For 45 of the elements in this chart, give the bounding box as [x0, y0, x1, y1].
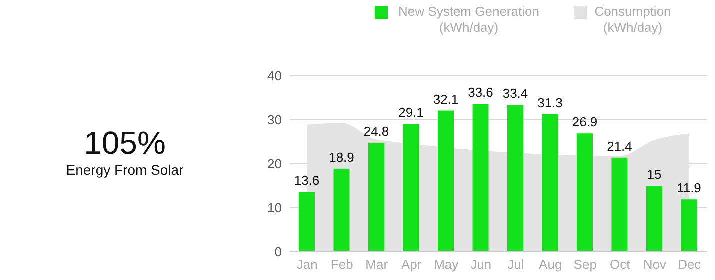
bar — [612, 158, 628, 252]
bar — [368, 142, 384, 252]
y-tick-label: 0 — [274, 244, 282, 260]
y-tick-label: 30 — [268, 112, 282, 128]
bar — [403, 124, 420, 252]
data-label: 11.9 — [677, 180, 702, 196]
bar — [334, 168, 350, 252]
x-tick-label: Feb — [330, 257, 354, 272]
data-label: 24.8 — [364, 124, 390, 139]
text: 105% — [83, 125, 167, 161]
data-label: 31.3 — [538, 95, 563, 110]
data-label: 33.6 — [468, 85, 494, 100]
data-label: 33.4 — [502, 86, 528, 102]
bar — [472, 104, 489, 252]
text: Energy From Solar — [65, 161, 185, 179]
bar — [299, 192, 315, 252]
data-label: 18.9 — [329, 150, 354, 165]
data-label: 32.1 — [433, 92, 459, 107]
legend-label: New System Generation (kWh/day) — [398, 4, 540, 36]
x-tick-label: Jan — [296, 257, 318, 272]
bar — [438, 110, 454, 252]
data-label: 15 — [647, 167, 662, 182]
bar — [508, 105, 524, 252]
x-tick-label: Dec — [678, 257, 702, 272]
legend-label: Consumption (kWh/day) — [594, 4, 672, 36]
y-tick-label: 10 — [268, 200, 282, 216]
bar — [646, 186, 662, 252]
x-tick-label: Jul — [508, 257, 524, 272]
bar — [577, 134, 593, 252]
x-tick-label: May — [434, 257, 460, 272]
data-label: 21.4 — [607, 138, 632, 154]
data-label: 29.1 — [398, 104, 424, 120]
x-tick-label: Jun — [470, 257, 492, 272]
x-tick-label: Oct — [610, 257, 631, 272]
bar — [681, 200, 698, 252]
y-tick-label: 40 — [268, 68, 282, 84]
x-tick-label: Nov — [643, 257, 667, 272]
x-tick-label: Sep — [574, 257, 597, 272]
data-label: 13.6 — [294, 173, 320, 188]
data-label: 26.9 — [572, 114, 598, 130]
y-tick-label: 20 — [268, 156, 282, 172]
x-tick-label: Aug — [539, 257, 562, 272]
x-tick-label: Apr — [402, 257, 422, 272]
bar — [542, 114, 558, 252]
x-tick-label: Mar — [366, 257, 389, 272]
